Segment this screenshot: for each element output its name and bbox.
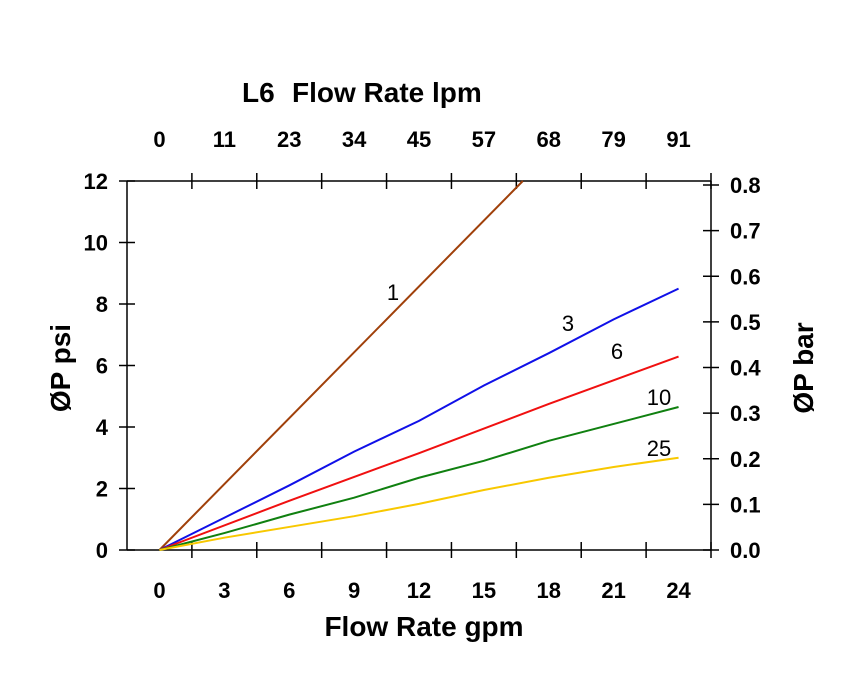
y-right-tick-label: 0.0 <box>730 538 761 563</box>
top-title: L6 <box>242 77 275 108</box>
x-top-tick-label: 34 <box>342 127 367 152</box>
series-labels: 1 3 6 10 25 <box>387 280 671 461</box>
x-tick-label: 3 <box>218 578 230 603</box>
series-lines <box>158 180 679 551</box>
y-right-tick-label: 0.4 <box>730 356 761 381</box>
x-tick-label: 24 <box>666 578 691 603</box>
y-right-axis-title: ØP bar <box>788 322 819 413</box>
x-top-tick-label: 0 <box>153 127 165 152</box>
series-label-6: 6 <box>611 339 623 364</box>
y-tick-label: 6 <box>96 354 108 379</box>
y-right-tick-label: 0.5 <box>730 310 761 335</box>
x-tick-label: 6 <box>283 578 295 603</box>
series-line-25 <box>159 456 679 551</box>
x-top-tick-label: 45 <box>407 127 431 152</box>
y-right-tick-label: 0.7 <box>730 219 761 244</box>
series-line-6 <box>159 355 679 551</box>
series-label-10: 10 <box>647 385 671 410</box>
x-tick-label: 18 <box>537 578 561 603</box>
y-tick-label: 0 <box>96 538 108 563</box>
x-tick-label: 0 <box>153 578 165 603</box>
y-right-tick-label: 0.6 <box>730 264 761 289</box>
axes: 0 3 6 9 12 15 18 21 240 11 23 34 45 57 68 79 91024681012… <box>84 127 762 603</box>
y-right-tick-label: 0.8 <box>730 173 761 198</box>
x-tick-label: 12 <box>407 578 431 603</box>
x-top-tick-label: 57 <box>472 127 496 152</box>
y-tick-label: 4 <box>96 415 109 440</box>
y-right-tick-label: 0.3 <box>730 401 761 426</box>
x-top-tick-label: 68 <box>537 127 561 152</box>
series-line-10 <box>159 406 679 551</box>
series-label-3: 3 <box>562 311 574 336</box>
x-top-tick-label: 91 <box>666 127 690 152</box>
x-top-tick-label: 79 <box>601 127 625 152</box>
x-tick-label: 9 <box>348 578 360 603</box>
y-right-tick-label: 0.2 <box>730 447 761 472</box>
y-tick-label: 10 <box>84 231 108 256</box>
y-tick-label: 12 <box>84 169 108 194</box>
x-tick-label: 21 <box>601 578 625 603</box>
y-tick-label: 2 <box>96 477 108 502</box>
top-axis-title: Flow Rate lpm <box>292 77 482 108</box>
series-line-3 <box>158 287 679 551</box>
series-line-1 <box>158 180 524 551</box>
series-label-1: 1 <box>387 280 399 305</box>
x-axis-title: Flow Rate gpm <box>324 611 523 642</box>
y-right-tick-label: 0.1 <box>730 492 761 517</box>
series-label-25: 25 <box>647 436 671 461</box>
x-top-tick-label: 23 <box>277 127 301 152</box>
y-tick-label: 8 <box>96 292 108 317</box>
y-axis-title: ØP psi <box>45 324 76 412</box>
x-top-tick-label: 11 <box>213 127 236 152</box>
x-tick-label: 15 <box>472 578 496 603</box>
